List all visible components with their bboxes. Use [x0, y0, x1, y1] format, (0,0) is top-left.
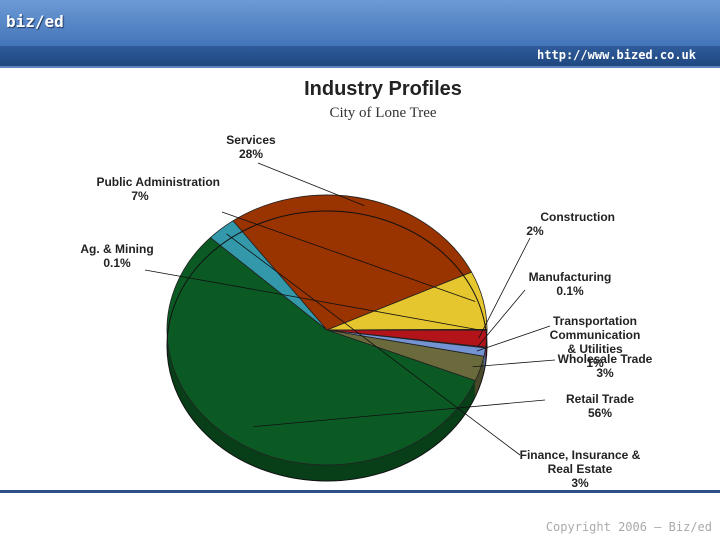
slice-label: Ag. & Mining 0.1% — [67, 242, 167, 270]
value-label: 3% — [596, 366, 614, 380]
footer-line — [0, 490, 720, 493]
leader-line — [253, 399, 546, 428]
chart-subtitle: City of Lone Tree — [329, 105, 437, 121]
category-label: Ag. & Mining — [80, 242, 154, 256]
value-label: 3% — [571, 476, 589, 490]
value-label: 28% — [238, 147, 264, 161]
value-label: 7% — [131, 189, 149, 203]
category-label: Wholesale Trade — [557, 352, 653, 366]
footer: Copyright 2006 – Biz/ed — [545, 520, 712, 534]
leader-line — [476, 325, 551, 352]
leader-line — [478, 237, 531, 339]
url: http://www.bized.co.uk — [537, 48, 696, 62]
value-label: 0.1% — [103, 256, 131, 270]
slice — [209, 220, 328, 331]
chart-title: Industry Profiles — [304, 78, 462, 100]
category-label: Manufacturing — [528, 270, 612, 284]
category-label: Construction — [540, 210, 615, 224]
leader-line — [257, 162, 365, 207]
slice-label: Manufacturing 0.1% — [520, 270, 620, 298]
pie-outline — [166, 210, 488, 482]
pie-tops — [166, 194, 488, 466]
slice-label: Public Administration 7% — [60, 175, 220, 203]
slice-label: Services 28% — [206, 133, 296, 161]
header-strip — [0, 46, 720, 68]
slice-label: Construction 2% — [455, 210, 615, 238]
category-label: Transportation Communication & Utilities — [549, 314, 641, 356]
slice — [166, 237, 476, 466]
slice-label: Transportation Communication & Utilities… — [545, 314, 645, 370]
value-label: 56% — [587, 406, 613, 420]
category-label: Finance, Insurance & Real Estate — [519, 448, 641, 476]
category-label: Public Administration — [96, 175, 220, 189]
slice-label: Wholesale Trade 3% — [545, 352, 665, 380]
category-label: Retail Trade — [565, 392, 635, 406]
slice — [232, 194, 473, 331]
logo: biz/ed — [6, 12, 64, 31]
value-label: 1% — [586, 356, 604, 370]
slice-label: Retail Trade 56% — [505, 392, 695, 420]
category-label: Services — [226, 133, 276, 147]
header-bar — [0, 0, 720, 46]
value-label: 2% — [526, 224, 544, 238]
slice-label: Finance, Insurance & Real Estate 3% — [515, 448, 645, 490]
value-label: 0.1% — [556, 284, 584, 298]
leader-line — [472, 359, 556, 368]
leader-line — [144, 269, 480, 331]
leader-line — [221, 211, 476, 302]
leader-line — [226, 233, 521, 456]
leader-line — [477, 289, 526, 347]
